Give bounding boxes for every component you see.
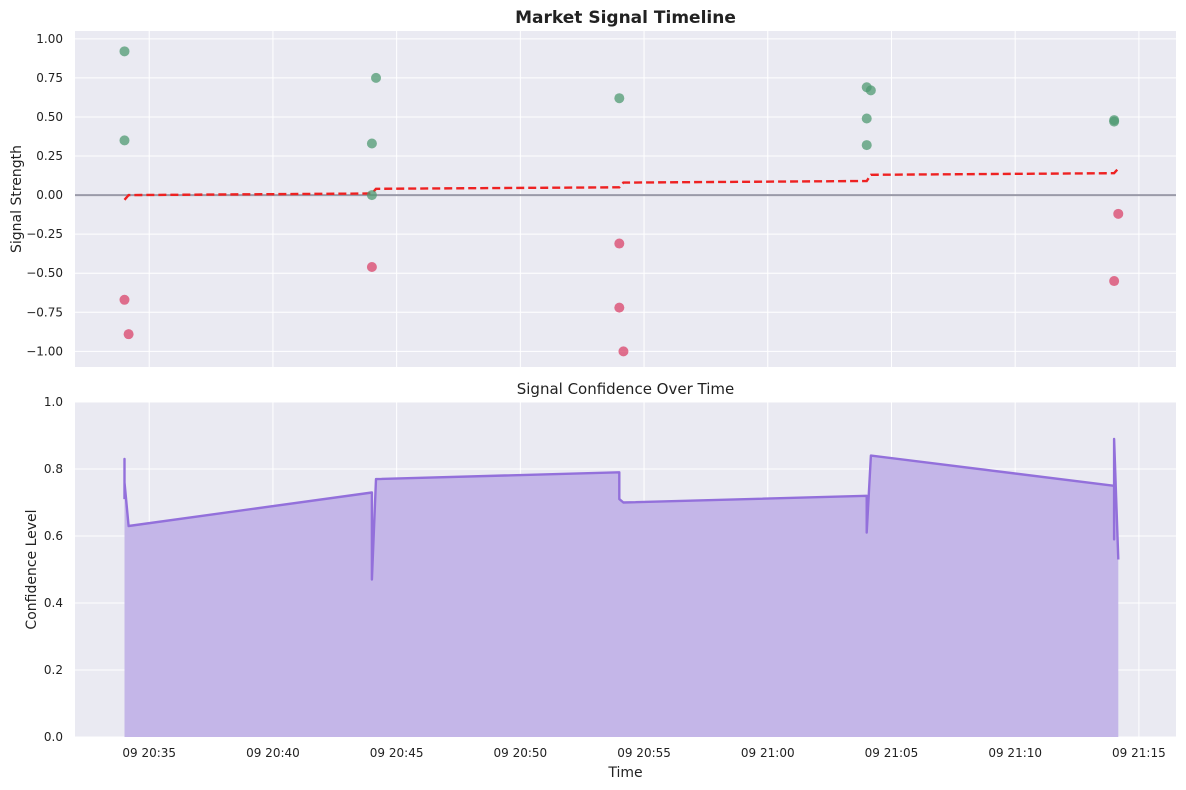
y-tick-label: 0.6 [44,529,63,543]
negative-signal-point [1113,208,1124,219]
confidence-y-ticks: 0.0 0.2 0.4 0.6 0.8 1.0 [44,395,63,744]
signal-trend-line [123,167,1120,201]
positive-signal-point [614,93,625,104]
subplot-title: Signal Confidence Over Time [517,380,735,398]
positive-signal-point [1109,116,1120,127]
confidence-panel: 0.00.20.40.60.81.0 09 20:35 09 20:40 09 20… [24,380,1176,781]
x-tick-label: 09 20:50 [494,746,548,760]
y-tick-label: 0.2 [44,663,63,677]
x-tick-label: 09 21:15 [1112,746,1166,760]
y-tick-label: 1.00 [36,32,63,46]
x-tick-label: 09 21:00 [741,746,795,760]
negative-signal-point [614,302,625,313]
negative-signal-point [1109,276,1120,287]
negative-signal-point [618,346,629,357]
signal-strength-panel: 1.00 0.75 0.50 0.25 0.00 −0.25 −0.50 −0.75 −1.00… [9,8,1176,367]
negative-signal-point [614,238,625,249]
trend-line-path [123,167,1120,201]
x-tick-label: 09 20:55 [617,746,671,760]
y-tick-label: 0.00 [36,188,63,202]
y-axis-label-signal-strength: Signal Strength [9,145,25,253]
negative-signal-point [119,294,130,305]
y-axis-label-confidence: Confidence Level [24,509,40,629]
positive-signal-point [366,138,377,149]
y-tick-label: −0.75 [26,305,63,319]
positive-signal-point [119,135,130,146]
x-tick-label: 09 21:10 [988,746,1042,760]
confidence-area-fill [124,438,1119,737]
y-tick-label: 0.75 [36,71,63,85]
positive-signal-point [865,85,876,96]
x-axis-label-time: Time [607,765,642,781]
y-tick-label: 1.0 [44,395,63,409]
negative-signal-point [366,261,377,272]
y-tick-label: −1.00 [26,344,63,358]
positive-signal-point [366,190,377,201]
x-tick-label: 09 20:35 [122,746,176,760]
confidence-line [123,437,1120,581]
time-x-ticks: 09 20:35 09 20:40 09 20:45 09 20:50 09 20:55… [122,746,1165,760]
y-tick-label: −0.50 [26,266,63,280]
signal-points [119,46,1124,357]
negative-signal-point [123,329,134,340]
chart-title: Market Signal Timeline [515,8,736,28]
signal-strength-y-ticks: 1.00 0.75 0.50 0.25 0.00 −0.25 −0.50 −0.75 −1.00 [26,32,63,359]
y-tick-label: 0.50 [36,110,63,124]
x-tick-label: 09 20:45 [370,746,424,760]
x-tick-label: 09 21:05 [865,746,919,760]
positive-signal-point [861,113,872,124]
positive-signal-point [861,140,872,151]
x-tick-label: 09 20:40 [246,746,300,760]
y-tick-label: 0.0 [44,730,63,744]
positive-signal-point [119,46,130,57]
signal-strength-plot-area [75,31,1176,367]
y-tick-label: −0.25 [26,227,63,241]
y-tick-label: 0.4 [44,596,63,610]
positive-signal-point [371,72,382,83]
y-tick-label: 0.8 [44,462,63,476]
y-tick-label: 0.25 [36,149,63,163]
